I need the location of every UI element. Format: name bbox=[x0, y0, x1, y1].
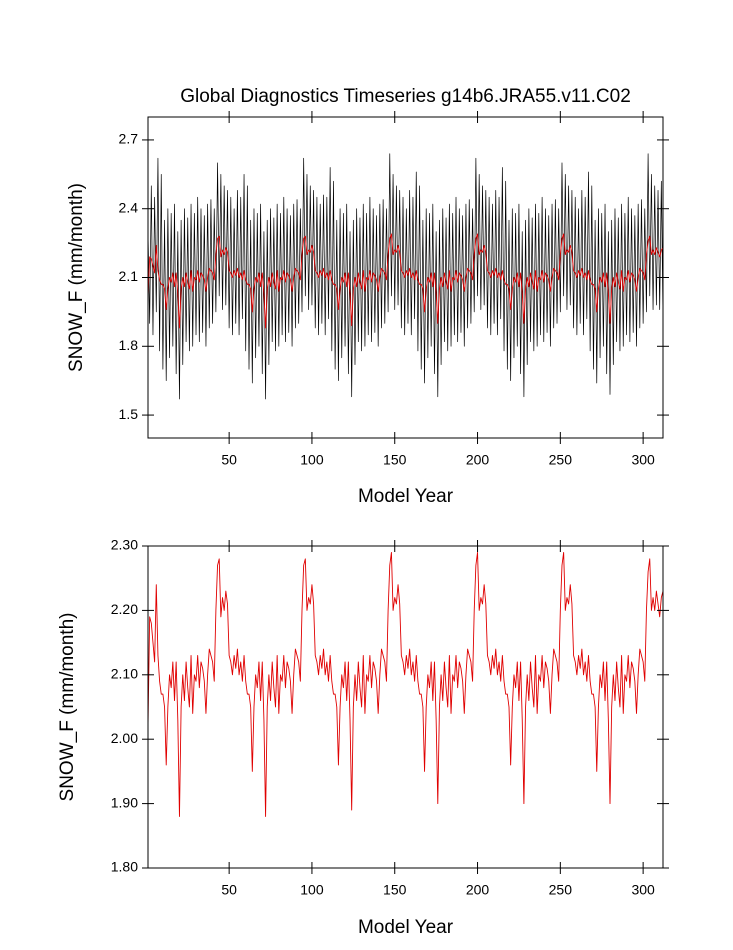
data-line bbox=[148, 233, 663, 329]
y-tick-label: 1.90 bbox=[111, 794, 138, 810]
y-tick-label: 1.80 bbox=[111, 859, 138, 875]
y-tick-label: 2.1 bbox=[119, 268, 139, 284]
x-tick-label: 100 bbox=[300, 452, 324, 468]
y-axis-label: SNOW_F (mm/month) bbox=[66, 183, 87, 372]
x-tick-label: 100 bbox=[300, 882, 324, 898]
y-tick-label: 1.8 bbox=[119, 337, 139, 353]
y-tick-label: 2.30 bbox=[111, 537, 138, 553]
x-tick-label: 150 bbox=[383, 882, 407, 898]
x-tick-label: 200 bbox=[466, 882, 490, 898]
data-line bbox=[148, 153, 663, 400]
x-tick-label: 300 bbox=[631, 882, 655, 898]
y-tick-label: 2.7 bbox=[119, 131, 139, 147]
x-tick-label: 200 bbox=[466, 452, 490, 468]
y-tick-label: 2.00 bbox=[111, 730, 138, 746]
y-tick-label: 1.5 bbox=[119, 406, 139, 422]
x-tick-label: 50 bbox=[221, 882, 237, 898]
x-tick-label: 150 bbox=[383, 452, 407, 468]
y-axis-label: SNOW_F (mm/month) bbox=[57, 613, 78, 802]
y-tick-label: 2.4 bbox=[119, 199, 139, 215]
data-line bbox=[148, 551, 663, 817]
chart-title: Global Diagnostics Timeseries g14b6.JRA5… bbox=[180, 86, 631, 107]
x-tick-label: 50 bbox=[221, 452, 237, 468]
plot-frame bbox=[147, 545, 664, 869]
y-tick-label: 2.20 bbox=[111, 601, 138, 617]
x-axis-label: Model Year bbox=[358, 917, 454, 938]
x-tick-label: 300 bbox=[631, 452, 655, 468]
x-axis-label: Model Year bbox=[358, 486, 454, 507]
y-tick-label: 2.10 bbox=[111, 666, 138, 682]
x-tick-label: 250 bbox=[549, 452, 573, 468]
x-tick-label: 250 bbox=[549, 882, 573, 898]
